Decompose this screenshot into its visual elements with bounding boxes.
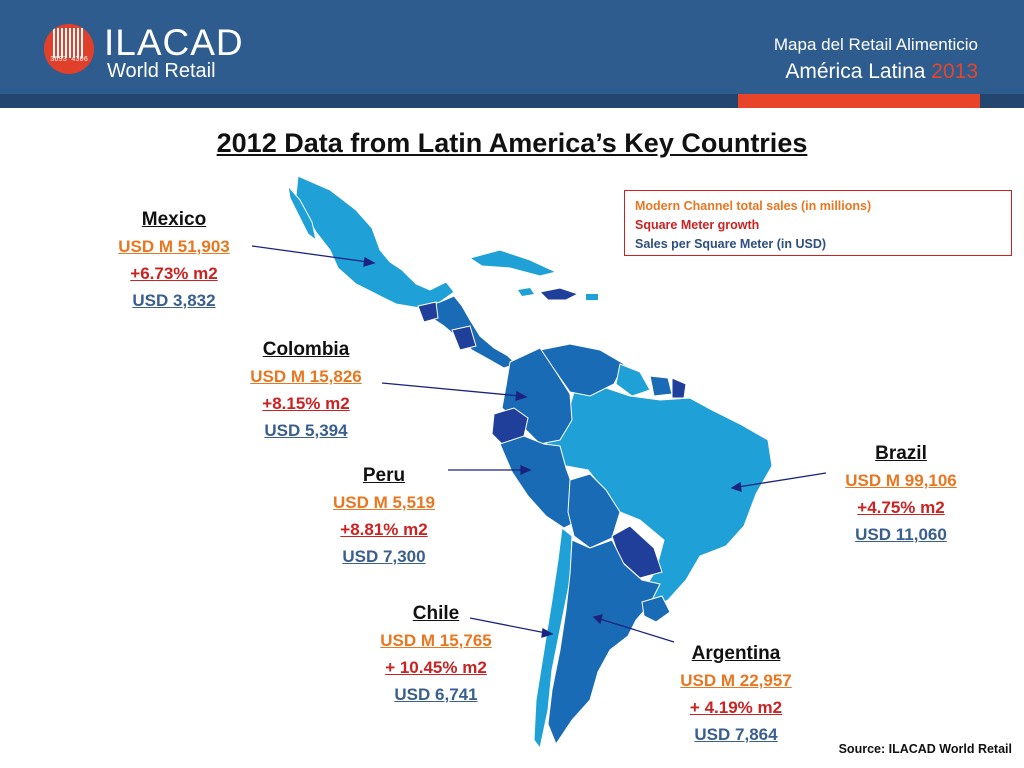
source-note: Source: ILACAD World Retail <box>838 742 1012 756</box>
country-sales: USD M 51,903 <box>118 237 230 256</box>
country-per-m2: USD 11,060 <box>855 525 947 544</box>
map-jamaica <box>518 288 534 296</box>
arrowhead-colombia <box>515 390 528 401</box>
country-mexico: Mexico USD M 51,903 +6.73% m2 USD 3,832 <box>94 206 254 314</box>
arrowhead-mexico <box>363 256 376 267</box>
map-bolivia <box>567 473 621 549</box>
map-nicaragua <box>451 325 477 351</box>
country-brazil: Brazil USD M 99,106 +4.75% m2 USD 11,060 <box>821 440 981 548</box>
country-chile: Chile USD M 15,765 + 10.45% m2 USD 6,741 <box>356 600 516 708</box>
map-hispaniola <box>538 287 580 301</box>
map-puerto-rico <box>586 294 598 300</box>
arrow-argentina <box>599 618 675 643</box>
country-sales: USD M 22,957 <box>680 671 792 690</box>
arrow-mexico <box>251 245 369 263</box>
country-sales: USD M 5,519 <box>332 493 436 512</box>
country-per-m2: USD 5,394 <box>264 421 348 440</box>
country-growth: +4.75% m2 <box>857 498 945 517</box>
country-name: Colombia <box>262 339 350 360</box>
header-bar <box>0 0 1024 94</box>
arrow-chile <box>469 617 547 634</box>
map-cuba <box>468 249 558 277</box>
country-peru: Peru USD M 5,519 +8.81% m2 USD 7,300 <box>304 462 464 570</box>
country-growth: +8.81% m2 <box>340 520 428 539</box>
map-baja <box>287 184 317 242</box>
header-region: América Latina <box>785 60 926 83</box>
map-french-guiana <box>671 377 687 399</box>
arrowhead-peru <box>520 464 532 476</box>
arrowhead-chile <box>541 627 554 638</box>
map-suriname <box>649 375 673 397</box>
map-mexico <box>295 175 455 309</box>
country-sales: USD M 15,765 <box>380 631 492 650</box>
header-line2: América Latina 2013 <box>785 60 978 84</box>
country-name: Brazil <box>875 443 927 464</box>
arrow-colombia <box>381 382 521 397</box>
country-growth: + 4.19% m2 <box>689 698 783 717</box>
logo-barcode-icon: 3693 4306 <box>44 24 94 74</box>
logo-subtitle: World Retail <box>107 60 216 82</box>
legend-item-per-m2: Sales per Square Meter (in USD) <box>635 237 827 251</box>
country-per-m2: USD 7,300 <box>342 547 426 566</box>
country-growth: +8.15% m2 <box>262 394 350 413</box>
country-name: Argentina <box>691 643 781 664</box>
country-colombia: Colombia USD M 15,826 +8.15% m2 USD 5,39… <box>226 336 386 444</box>
map-argentina <box>547 539 661 746</box>
country-per-m2: USD 3,832 <box>132 291 216 310</box>
map-brazil <box>539 385 773 613</box>
country-name: Chile <box>412 603 460 624</box>
logo-name: ILACAD <box>104 22 244 63</box>
country-per-m2: USD 6,741 <box>394 685 478 704</box>
arrow-brazil <box>737 472 827 488</box>
legend-item-sales: Modern Channel total sales (in millions) <box>635 199 872 213</box>
country-growth: +6.73% m2 <box>130 264 218 283</box>
map-uruguay <box>641 595 671 623</box>
map-guatemala <box>417 301 439 323</box>
arrowhead-argentina <box>592 614 603 625</box>
country-name: Peru <box>362 465 406 486</box>
logo-number: 3693 4306 <box>50 56 88 64</box>
country-argentina: Argentina USD M 22,957 + 4.19% m2 USD 7,… <box>656 640 816 748</box>
header-line1: Mapa del Retail Alimenticio <box>773 35 978 54</box>
legend-box: Modern Channel total sales (in millions)… <box>624 190 1012 256</box>
arrowhead-brazil <box>730 481 742 492</box>
country-name: Mexico <box>141 209 207 230</box>
country-sales: USD M 15,826 <box>250 367 362 386</box>
country-growth: + 10.45% m2 <box>385 658 487 677</box>
country-sales: USD M 99,106 <box>845 471 957 490</box>
header-accent-bar <box>738 94 980 108</box>
country-per-m2: USD 7,864 <box>694 725 778 744</box>
header-year: 2013 <box>931 60 978 83</box>
page-title: 2012 Data from Latin America’s Key Count… <box>216 128 808 158</box>
map-guyana <box>615 363 651 397</box>
legend-item-growth: Square Meter growth <box>635 218 760 232</box>
